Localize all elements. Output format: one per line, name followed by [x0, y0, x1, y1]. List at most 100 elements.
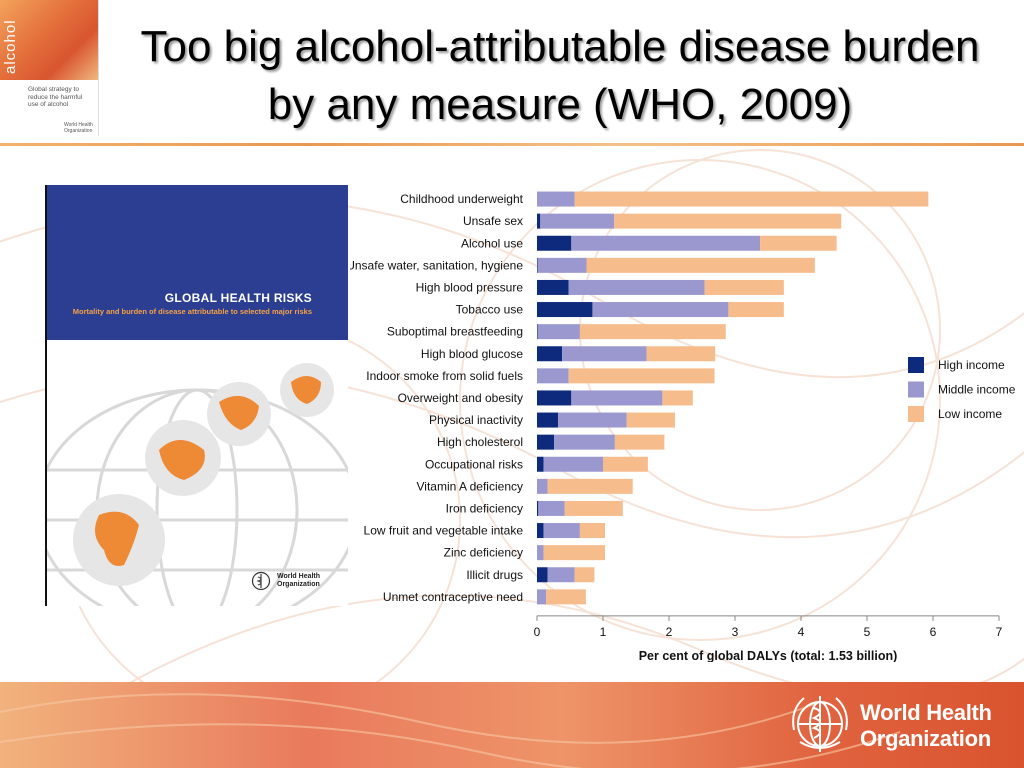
bar-segment	[571, 235, 761, 251]
bar-segment	[537, 434, 555, 450]
thumbnail-caption: Global strategy to reduce the harmful us…	[28, 86, 83, 108]
footer-org-line2: Organization	[860, 726, 991, 751]
bar-segment	[537, 235, 572, 251]
x-tick-label: 2	[666, 625, 673, 639]
category-label: Indoor smoke from solid fuels	[366, 369, 523, 383]
bar-segment	[586, 257, 815, 273]
category-label: Zinc deficiency	[444, 546, 523, 560]
thumbnail-logo-text: World Health Organization	[64, 122, 93, 134]
bar-segment	[728, 302, 784, 318]
category-label: Iron deficiency	[446, 501, 523, 515]
category-label: Suboptimal breastfeeding	[387, 325, 523, 339]
bar-segment	[537, 279, 569, 295]
who-emblem-icon	[792, 696, 848, 752]
bar-segment	[568, 368, 715, 384]
bar-segment	[571, 390, 663, 406]
who-emblem-icon	[251, 571, 271, 591]
footer-org-line1: World Health	[860, 700, 992, 725]
legend-swatch	[908, 381, 924, 398]
bar-segment	[704, 279, 784, 295]
bar-segment	[543, 545, 605, 561]
bar-segment	[537, 523, 544, 539]
x-tick-label: 3	[732, 625, 739, 639]
legend-swatch	[908, 406, 924, 422]
category-label: Unsafe water, sanitation, hygiene	[350, 258, 523, 272]
x-tick-label: 4	[798, 625, 805, 639]
x-tick-label: 5	[864, 625, 871, 639]
bar-segment	[546, 589, 586, 605]
footer-swirl-pattern	[0, 693, 901, 768]
category-label: Unsafe sex	[463, 214, 523, 228]
dalys-stacked-bar-chart: Childhood underweight Unsafe sex Alcohol u…	[350, 191, 1016, 662]
bar-segment	[537, 213, 541, 229]
category-label: Overweight and obesity	[398, 391, 523, 405]
bar-segment	[537, 324, 538, 340]
category-label: High blood glucose	[421, 347, 523, 361]
category-label: Childhood underweight	[400, 192, 523, 206]
cover-title: GLOBAL HEALTH RISKS	[164, 291, 312, 305]
bar-segment	[568, 279, 705, 295]
bar-segment	[537, 302, 593, 318]
category-label: Tobacco use	[456, 303, 524, 317]
bar-segment	[538, 500, 565, 516]
x-tick-label: 7	[996, 625, 1003, 639]
bar-segment	[537, 545, 544, 561]
slide-title: Too big alcohol-attributable disease bur…	[140, 22, 980, 129]
bar-segment	[564, 500, 623, 516]
cover-logo-line1: World Health	[277, 573, 321, 580]
bar-segment	[540, 213, 615, 229]
category-label: Illicit drugs	[466, 568, 523, 582]
bar-segment	[537, 257, 587, 273]
cover-logo-line2: Organization	[277, 581, 320, 588]
category-label: Occupational risks	[425, 457, 523, 471]
bar-segment	[626, 412, 675, 428]
bar-segment	[547, 478, 633, 494]
bar-segment	[537, 346, 563, 362]
category-label: Alcohol use	[461, 236, 523, 250]
legend-swatch	[908, 357, 924, 373]
bar-segment	[537, 412, 559, 428]
report-cover: GLOBAL HEALTH RISKS Mortality and burden…	[45, 185, 348, 606]
cover-logo-text: World Health Organization	[277, 573, 320, 589]
bar-segment	[537, 567, 548, 583]
bar-segment	[537, 191, 575, 207]
bar-segment	[537, 456, 544, 472]
bar-segment	[554, 434, 615, 450]
bar-segment	[579, 324, 726, 340]
legend-label: Low income	[938, 407, 1002, 421]
bar-segment	[614, 434, 665, 450]
footer-organization-name: World Health Organization	[860, 700, 992, 752]
globes-illustration	[47, 363, 348, 606]
bar-segment	[543, 523, 580, 539]
bar-segment	[537, 478, 548, 494]
cover-header-band	[47, 185, 348, 340]
legend-label: Middle income	[938, 383, 1016, 397]
thumbnail-artwork	[0, 0, 98, 80]
bar-segment	[592, 302, 729, 318]
bar-segment	[562, 346, 647, 362]
category-label: Unmet contraceptive need	[383, 590, 523, 604]
x-tick-label: 6	[930, 625, 937, 639]
bar-segment	[760, 235, 837, 251]
bar-segment	[603, 456, 648, 472]
category-label: High blood pressure	[416, 280, 524, 294]
bar-segment	[574, 567, 595, 583]
bar-segment	[543, 456, 603, 472]
bar-segment	[537, 390, 572, 406]
bar-segment	[547, 567, 575, 583]
bar-segment	[537, 257, 538, 273]
thumbnail-word: alcohol	[2, 19, 19, 74]
title-divider	[0, 143, 1024, 146]
category-label: Low fruit and vegetable intake	[364, 524, 524, 538]
bar-segment	[537, 500, 539, 516]
bar-segment	[614, 213, 842, 229]
bar-segment	[579, 523, 605, 539]
bar-segment	[537, 368, 569, 384]
x-axis-title: Per cent of global DALYs (total: 1.53 bi…	[639, 649, 898, 662]
category-label: High cholesterol	[437, 435, 523, 449]
category-label: Physical inactivity	[429, 413, 523, 427]
strategy-document-thumbnail: alcohol Global strategy to reduce the ha…	[0, 0, 99, 136]
x-tick-label: 0	[534, 625, 541, 639]
x-tick-label: 1	[600, 625, 607, 639]
bar-segment	[537, 589, 547, 605]
